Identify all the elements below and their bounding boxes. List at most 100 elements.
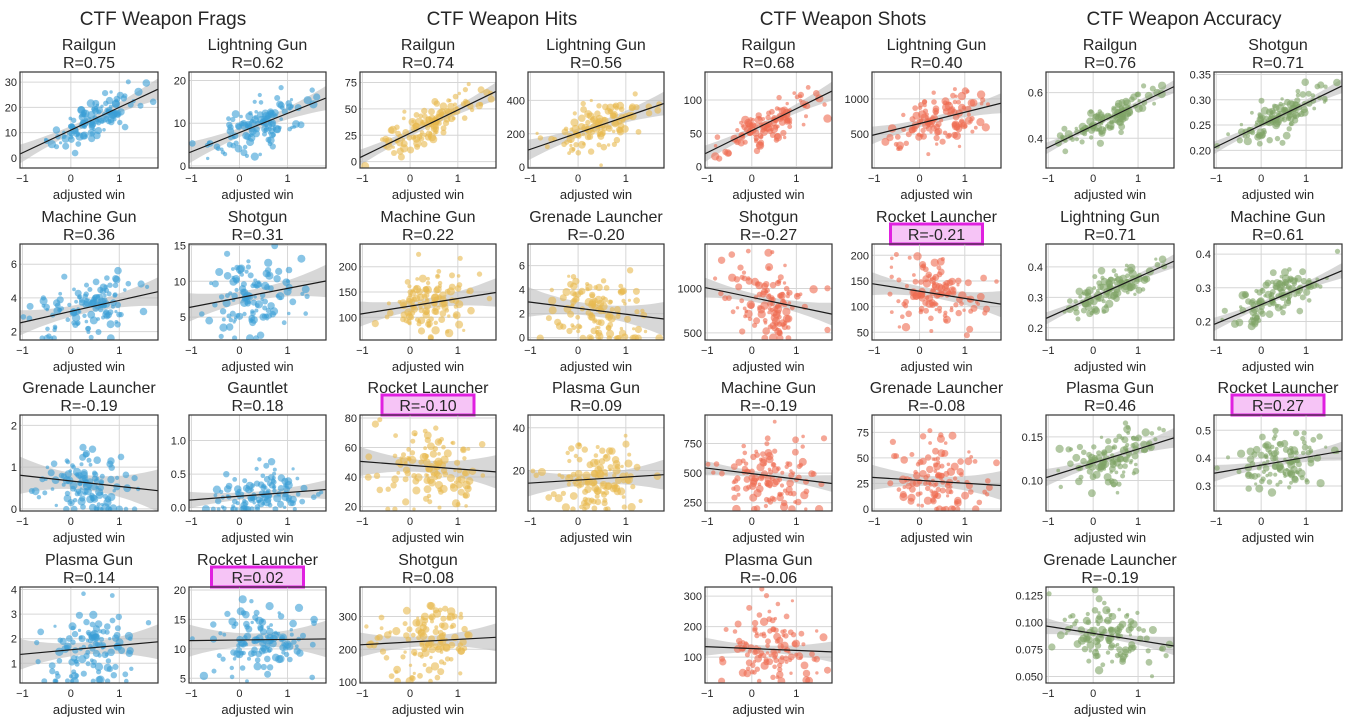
data-point (277, 500, 284, 508)
data-point (402, 621, 408, 627)
data-point (246, 138, 255, 147)
data-point (770, 296, 776, 303)
data-point (70, 505, 78, 511)
x-tick-label: 1 (1135, 516, 1141, 528)
y-tick-label: 25 (857, 478, 869, 490)
data-point (81, 109, 90, 118)
data-point (567, 474, 571, 479)
data-point (752, 649, 758, 656)
data-point (309, 641, 316, 648)
regression-line (360, 460, 496, 473)
data-point (545, 315, 552, 322)
data-point (116, 311, 122, 318)
data-point (589, 458, 599, 468)
data-point (232, 320, 236, 324)
data-point (719, 658, 727, 666)
data-point (289, 619, 297, 628)
data-point (114, 266, 122, 275)
data-point (231, 267, 235, 271)
data-point (716, 155, 723, 162)
data-point (1287, 485, 1292, 490)
data-point (466, 82, 471, 87)
data-point (428, 646, 436, 654)
data-point (813, 90, 820, 97)
y-tick-label: 5 (180, 673, 186, 685)
data-point (85, 649, 91, 655)
data-point (970, 304, 978, 312)
data-point (412, 671, 416, 676)
data-point (125, 649, 133, 658)
data-point (404, 279, 411, 285)
group-title: CTF Weapon Accuracy (1086, 9, 1282, 30)
data-point (1292, 281, 1297, 287)
data-point (216, 653, 222, 659)
data-point (964, 279, 972, 287)
data-point (609, 307, 615, 312)
data-point (453, 304, 458, 309)
data-point (937, 290, 945, 298)
data-point (256, 331, 265, 339)
data-point (413, 139, 422, 148)
data-point (1123, 425, 1131, 434)
data-point (54, 670, 60, 676)
y-tick-label: 300 (339, 611, 357, 623)
data-point (1262, 465, 1270, 472)
data-point (645, 110, 653, 117)
data-point (67, 499, 75, 507)
data-point (942, 130, 948, 136)
x-axis-label: adjusted win (900, 359, 972, 374)
data-point (934, 506, 939, 511)
data-point (752, 322, 758, 328)
panel-title: Machine Gun (41, 209, 136, 226)
data-point (1265, 446, 1272, 453)
data-point (897, 145, 903, 152)
y-tick-label: 0.3 (1028, 292, 1043, 304)
data-point (1301, 78, 1309, 86)
data-point (1067, 298, 1073, 304)
data-point (86, 330, 91, 334)
data-point (785, 294, 790, 299)
data-point (254, 657, 261, 663)
data-point (271, 244, 279, 250)
x-axis-label: adjusted win (1074, 702, 1146, 717)
data-point (759, 587, 765, 592)
data-point (767, 609, 772, 614)
data-point (365, 453, 373, 461)
data-point (1295, 88, 1301, 94)
data-point (1273, 472, 1278, 477)
data-point (909, 452, 915, 457)
data-point (718, 677, 726, 683)
data-point (1075, 316, 1081, 322)
data-point (933, 134, 940, 142)
confidence-band (189, 264, 326, 322)
panel-title: Lightning Gun (546, 37, 646, 54)
data-point (1122, 648, 1129, 656)
data-point (801, 434, 805, 439)
data-point (235, 507, 239, 511)
data-point (976, 118, 985, 127)
data-point (824, 666, 831, 674)
data-point (392, 506, 398, 511)
data-point (392, 627, 401, 636)
data-point (570, 506, 576, 511)
data-point (954, 496, 962, 505)
x-tick-label: 0 (236, 516, 242, 528)
data-point (802, 669, 811, 678)
data-point (417, 672, 423, 679)
data-point (385, 486, 391, 492)
data-point (1235, 318, 1244, 327)
data-point (277, 485, 285, 492)
data-point (886, 134, 894, 142)
data-point (58, 291, 63, 296)
data-point (20, 314, 27, 320)
plot-area (705, 419, 832, 511)
data-point (253, 114, 259, 120)
regression-line (1046, 260, 1174, 320)
x-tick-label: −1 (524, 516, 537, 528)
data-point (266, 646, 273, 653)
x-tick-label: 1 (623, 173, 629, 185)
data-point (1153, 437, 1158, 442)
data-point (568, 139, 573, 143)
